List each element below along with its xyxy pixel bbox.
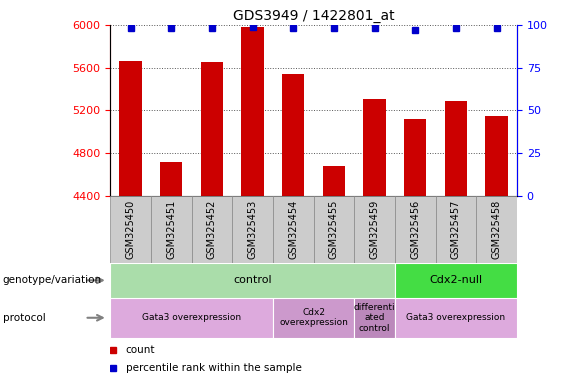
Text: Gata3 overexpression: Gata3 overexpression bbox=[406, 313, 506, 322]
Bar bbox=[192, 196, 232, 263]
Text: genotype/variation: genotype/variation bbox=[3, 275, 102, 285]
Bar bbox=[445, 101, 467, 196]
Text: GSM325452: GSM325452 bbox=[207, 200, 217, 259]
Text: control: control bbox=[233, 275, 272, 285]
Bar bbox=[354, 298, 395, 338]
Bar bbox=[119, 61, 142, 196]
Bar bbox=[436, 196, 476, 263]
Text: GSM325458: GSM325458 bbox=[492, 200, 502, 259]
Bar bbox=[395, 196, 436, 263]
Bar bbox=[282, 74, 305, 196]
Text: differenti
ated
control: differenti ated control bbox=[354, 303, 396, 333]
Bar bbox=[395, 298, 517, 338]
Text: GSM325459: GSM325459 bbox=[370, 200, 380, 259]
Text: GSM325451: GSM325451 bbox=[166, 200, 176, 259]
Bar bbox=[110, 298, 273, 338]
Bar bbox=[485, 116, 508, 196]
Text: percentile rank within the sample: percentile rank within the sample bbox=[126, 363, 302, 373]
Text: count: count bbox=[126, 345, 155, 355]
Bar bbox=[404, 119, 427, 196]
Text: Gata3 overexpression: Gata3 overexpression bbox=[142, 313, 241, 322]
Text: GSM325454: GSM325454 bbox=[288, 200, 298, 259]
Bar bbox=[323, 166, 345, 196]
Bar bbox=[363, 99, 386, 196]
Bar bbox=[314, 196, 354, 263]
Bar bbox=[201, 62, 223, 196]
Bar bbox=[476, 196, 517, 263]
Bar bbox=[232, 196, 273, 263]
Text: GSM325455: GSM325455 bbox=[329, 200, 339, 259]
Bar bbox=[110, 263, 395, 298]
Text: GSM325450: GSM325450 bbox=[125, 200, 136, 259]
Text: protocol: protocol bbox=[3, 313, 46, 323]
Bar bbox=[354, 196, 395, 263]
Bar bbox=[241, 27, 264, 196]
Bar bbox=[110, 196, 151, 263]
Bar bbox=[273, 298, 354, 338]
Bar bbox=[273, 196, 314, 263]
Bar bbox=[395, 263, 517, 298]
Bar bbox=[151, 196, 192, 263]
Text: GSM325453: GSM325453 bbox=[247, 200, 258, 259]
Text: GSM325456: GSM325456 bbox=[410, 200, 420, 259]
Bar bbox=[160, 162, 182, 196]
Text: Cdx2-null: Cdx2-null bbox=[429, 275, 483, 285]
Text: Cdx2
overexpression: Cdx2 overexpression bbox=[279, 308, 348, 328]
Title: GDS3949 / 1422801_at: GDS3949 / 1422801_at bbox=[233, 8, 394, 23]
Text: GSM325457: GSM325457 bbox=[451, 200, 461, 259]
